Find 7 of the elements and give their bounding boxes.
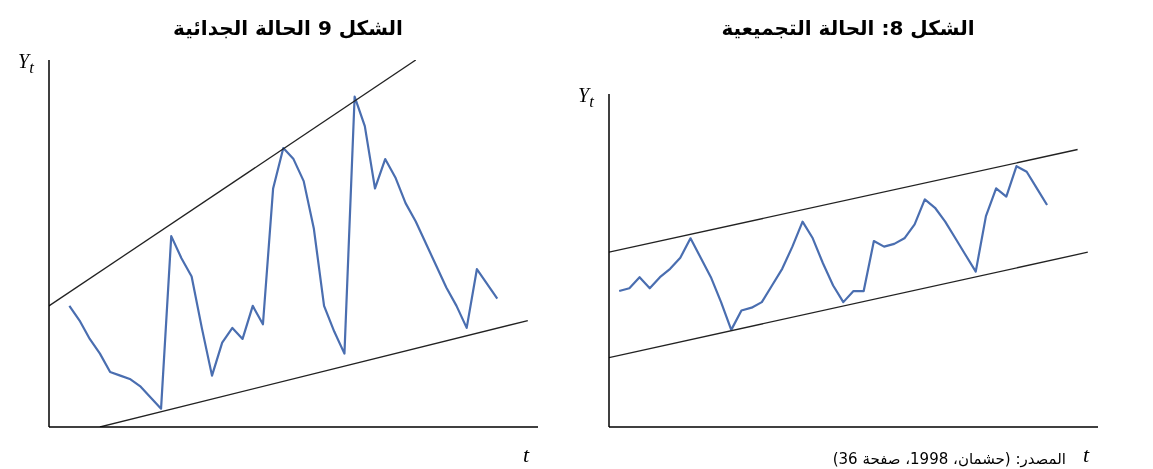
text: المصدر: (حشمان، 1998، صفحة 36) <box>832 450 1066 468</box>
y-axis-title: Y$_{t}$ <box>578 84 594 112</box>
x-axis-title: t <box>1083 442 1090 468</box>
y-axis-title: Y$_{t}$ <box>18 50 34 78</box>
chart-title: الشكل 8: الحالة التجميعية <box>720 16 976 40</box>
x-axis-title: t <box>523 442 530 468</box>
chart-title: الشكل 9 الحالة الجدائية <box>172 16 404 40</box>
